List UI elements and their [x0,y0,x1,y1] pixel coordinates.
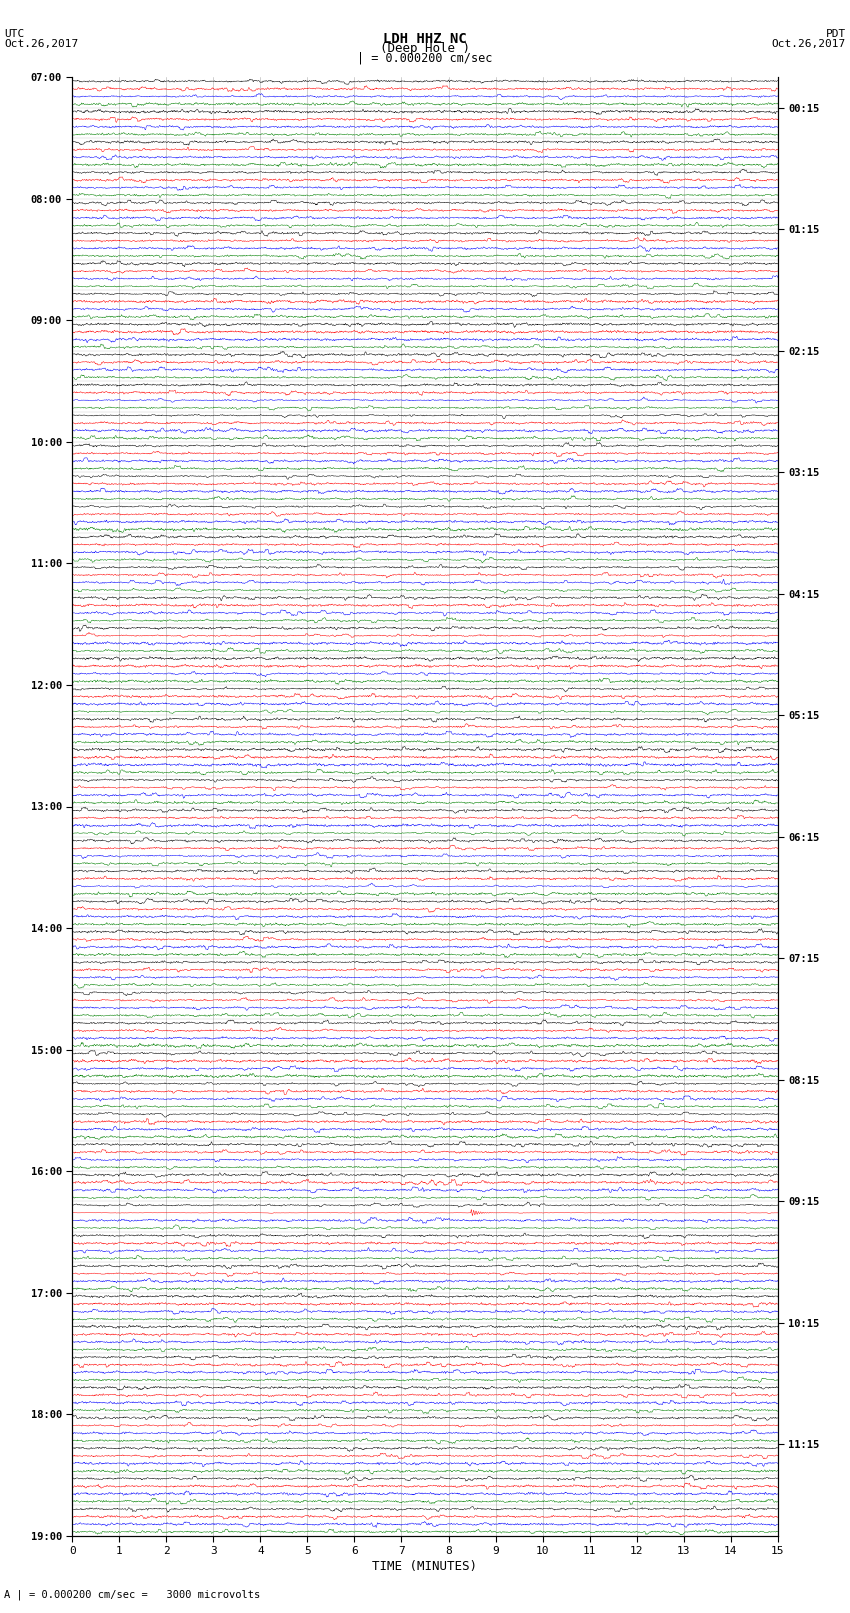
Text: PDT: PDT [825,29,846,39]
Text: A | = 0.000200 cm/sec =   3000 microvolts: A | = 0.000200 cm/sec = 3000 microvolts [4,1589,260,1600]
Text: Oct.26,2017: Oct.26,2017 [4,39,78,48]
Text: (Deep Hole ): (Deep Hole ) [380,42,470,55]
X-axis label: TIME (MINUTES): TIME (MINUTES) [372,1560,478,1573]
Text: LDH HHZ NC: LDH HHZ NC [383,32,467,47]
Text: Oct.26,2017: Oct.26,2017 [772,39,846,48]
Text: UTC: UTC [4,29,25,39]
Text: | = 0.000200 cm/sec: | = 0.000200 cm/sec [357,52,493,65]
